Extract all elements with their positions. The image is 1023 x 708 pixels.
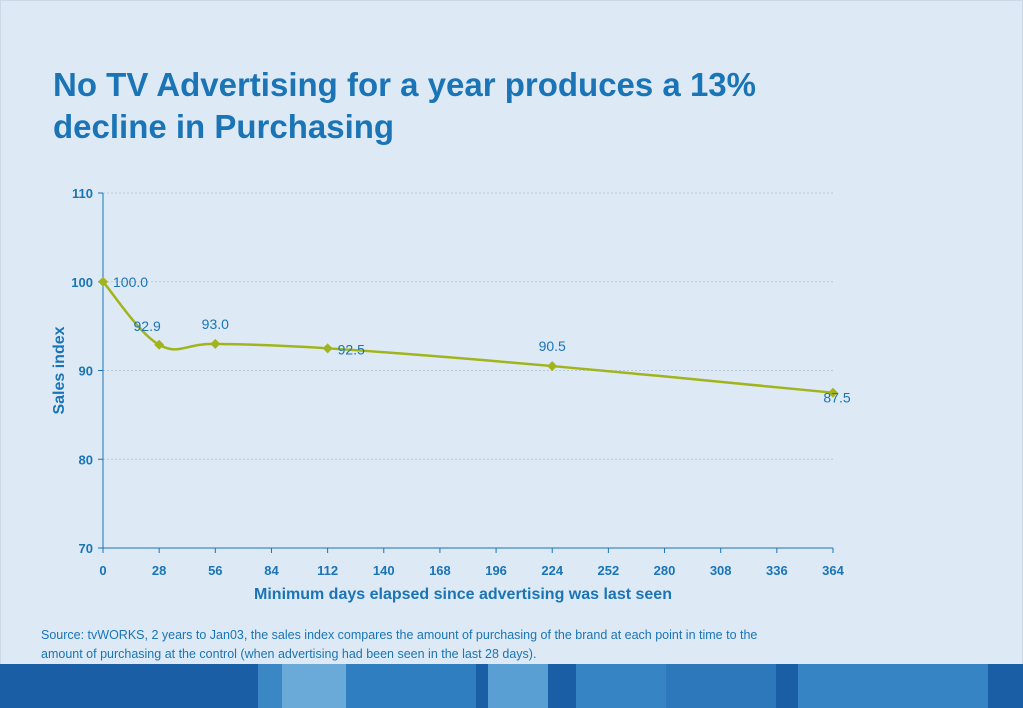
data-point-marker [210, 338, 221, 349]
data-label: 100.0 [113, 274, 148, 290]
x-tick-label: 224 [541, 563, 563, 578]
y-tick-label: 100 [71, 275, 93, 290]
footer-stripe [988, 664, 1023, 708]
x-tick-label: 252 [598, 563, 620, 578]
title-line-2: decline in Purchasing [53, 108, 395, 145]
y-axis-label: Sales index [51, 326, 68, 414]
page-title: No TV Advertising for a year produces a … [53, 64, 953, 148]
data-label: 90.5 [539, 338, 566, 354]
x-tick-label: 140 [373, 563, 395, 578]
data-label: 87.5 [823, 390, 850, 406]
source-note: Source: tvWORKS, 2 years to Jan03, the s… [41, 626, 921, 664]
footer-stripe [258, 664, 282, 708]
footer-stripe [282, 664, 346, 708]
data-point-marker [547, 361, 558, 372]
title-line-1: No TV Advertising for a year produces a … [53, 66, 756, 103]
footer-stripe [0, 664, 258, 708]
footer-stripe [776, 664, 798, 708]
footer-stripe [666, 664, 776, 708]
source-line-2: amount of purchasing at the control (whe… [41, 647, 537, 661]
footer-stripe [476, 664, 488, 708]
x-tick-label: 168 [429, 563, 451, 578]
x-tick-label: 112 [317, 563, 338, 578]
y-tick-label: 110 [72, 186, 93, 201]
data-point-marker [98, 276, 108, 287]
line-chart: 70 80 90 100 110 0 28 56 84 112 140 168 196 224 252 280… [51, 186, 851, 603]
y-tick-label: 70 [79, 541, 93, 556]
footer-stripe [576, 664, 666, 708]
data-point-marker [828, 387, 838, 398]
x-tick-label: 308 [710, 563, 732, 578]
series-line [102, 280, 834, 394]
source-line-1: Source: tvWORKS, 2 years to Jan03, the s… [41, 628, 758, 642]
x-tick-label: 28 [152, 563, 166, 578]
footer-stripe [548, 664, 576, 708]
footer-stripe [488, 664, 548, 708]
y-tick-label: 90 [79, 364, 93, 379]
footer-stripe [346, 664, 476, 708]
data-label: 92.9 [134, 318, 161, 334]
data-point-marker [154, 339, 165, 350]
x-tick-label: 280 [654, 563, 676, 578]
x-tick-label: 0 [99, 563, 106, 578]
footer-stripe [798, 664, 988, 708]
data-label: 92.5 [338, 341, 365, 357]
footer-band [0, 664, 1023, 708]
x-tick-label: 336 [766, 563, 788, 578]
x-axis-label: Minimum days elapsed since advertising w… [254, 586, 672, 603]
x-tick-label: 196 [485, 563, 507, 578]
y-tick-label: 80 [79, 452, 93, 467]
x-tick-label: 364 [822, 563, 844, 578]
x-tick-label: 56 [208, 563, 222, 578]
data-label: 93.0 [202, 316, 229, 332]
x-tick-label: 84 [264, 563, 279, 578]
data-point-marker [322, 343, 333, 354]
